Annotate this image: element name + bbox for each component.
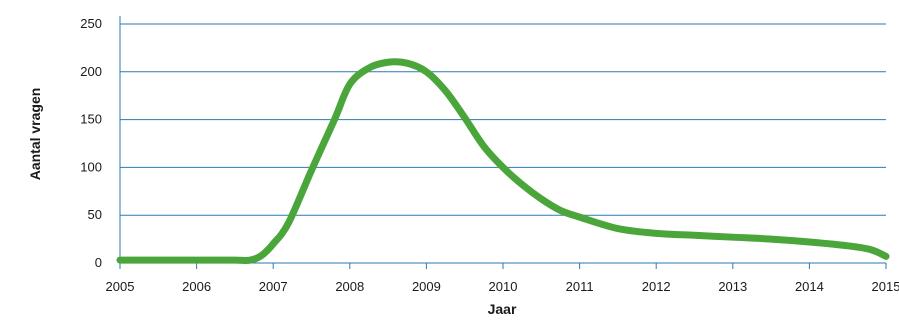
x-tick-label: 2010 <box>489 279 518 294</box>
x-axis-ticks: 2005 2006 2007 2008 2009 2010 2011 2012 2013 2014… <box>106 263 899 294</box>
x-tick-label: 2007 <box>259 279 288 294</box>
y-tick-label: 0 <box>95 255 102 270</box>
y-tick-label: 50 <box>88 207 102 222</box>
y-axis-title: Aantal vragen <box>27 88 43 181</box>
x-tick-label: 2014 <box>795 279 824 294</box>
series-layer <box>116 58 890 264</box>
x-tick-label: 2005 <box>106 279 135 294</box>
y-tick-label: 100 <box>80 159 102 174</box>
x-tick-label: 2013 <box>718 279 747 294</box>
x-axis-title: Jaar <box>488 301 517 317</box>
x-tick-label: 2015 <box>872 279 899 294</box>
series-line-0 <box>116 58 890 264</box>
y-tick-label: 200 <box>80 64 102 79</box>
x-tick-label: 2009 <box>412 279 441 294</box>
y-tick-label: 250 <box>80 16 102 31</box>
x-tick-label: 2011 <box>566 279 594 294</box>
x-tick-label: 2008 <box>335 279 364 294</box>
gridlines <box>119 16 886 264</box>
y-tick-label: 150 <box>80 112 102 127</box>
y-axis-ticks: 0 50 100 150 200 250 <box>80 16 102 270</box>
x-tick-label: 2012 <box>642 279 671 294</box>
x-tick-label: 2006 <box>182 279 211 294</box>
